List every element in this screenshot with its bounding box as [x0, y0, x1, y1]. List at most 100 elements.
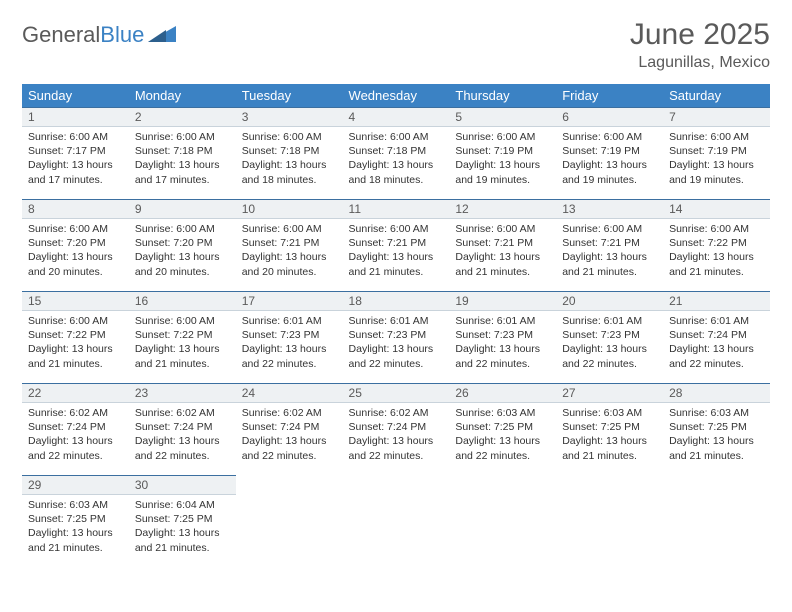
day-details: Sunrise: 6:03 AMSunset: 7:25 PMDaylight:…: [663, 403, 770, 467]
day-details: Sunrise: 6:00 AMSunset: 7:20 PMDaylight:…: [129, 219, 236, 283]
weekday-header: Saturday: [663, 84, 770, 107]
daylight-line: Daylight: 13 hours and 21 minutes.: [562, 434, 657, 462]
day-details: Sunrise: 6:03 AMSunset: 7:25 PMDaylight:…: [449, 403, 556, 467]
daylight-line: Daylight: 13 hours and 21 minutes.: [669, 250, 764, 278]
daylight-line: Daylight: 13 hours and 21 minutes.: [28, 342, 123, 370]
sunset-line: Sunset: 7:23 PM: [349, 328, 444, 342]
daylight-line: Daylight: 13 hours and 19 minutes.: [562, 158, 657, 186]
calendar-cell: 21Sunrise: 6:01 AMSunset: 7:24 PMDayligh…: [663, 291, 770, 383]
calendar-cell: 27Sunrise: 6:03 AMSunset: 7:25 PMDayligh…: [556, 383, 663, 475]
title-block: June 2025 Lagunillas, Mexico: [630, 18, 770, 72]
calendar-row: 1Sunrise: 6:00 AMSunset: 7:17 PMDaylight…: [22, 107, 770, 199]
daylight-line: Daylight: 13 hours and 22 minutes.: [242, 342, 337, 370]
day-number: 1: [22, 107, 129, 127]
day-details: Sunrise: 6:00 AMSunset: 7:18 PMDaylight:…: [129, 127, 236, 191]
day-details: Sunrise: 6:00 AMSunset: 7:19 PMDaylight:…: [449, 127, 556, 191]
day-details: Sunrise: 6:03 AMSunset: 7:25 PMDaylight:…: [22, 495, 129, 559]
calendar-cell: 5Sunrise: 6:00 AMSunset: 7:19 PMDaylight…: [449, 107, 556, 199]
calendar-cell: 26Sunrise: 6:03 AMSunset: 7:25 PMDayligh…: [449, 383, 556, 475]
logo-text-2: Blue: [100, 22, 144, 48]
daylight-line: Daylight: 13 hours and 22 minutes.: [28, 434, 123, 462]
sunrise-line: Sunrise: 6:00 AM: [135, 130, 230, 144]
calendar-table: Sunday Monday Tuesday Wednesday Thursday…: [22, 84, 770, 567]
day-details: Sunrise: 6:00 AMSunset: 7:19 PMDaylight:…: [556, 127, 663, 191]
sunset-line: Sunset: 7:24 PM: [349, 420, 444, 434]
daylight-line: Daylight: 13 hours and 21 minutes.: [562, 250, 657, 278]
day-number: 11: [343, 199, 450, 219]
calendar-cell: [663, 475, 770, 567]
daylight-line: Daylight: 13 hours and 21 minutes.: [455, 250, 550, 278]
day-details: Sunrise: 6:02 AMSunset: 7:24 PMDaylight:…: [22, 403, 129, 467]
calendar-row: 8Sunrise: 6:00 AMSunset: 7:20 PMDaylight…: [22, 199, 770, 291]
sunrise-line: Sunrise: 6:01 AM: [455, 314, 550, 328]
daylight-line: Daylight: 13 hours and 22 minutes.: [349, 342, 444, 370]
sunrise-line: Sunrise: 6:00 AM: [669, 130, 764, 144]
day-details: Sunrise: 6:04 AMSunset: 7:25 PMDaylight:…: [129, 495, 236, 559]
daylight-line: Daylight: 13 hours and 21 minutes.: [135, 526, 230, 554]
daylight-line: Daylight: 13 hours and 22 minutes.: [562, 342, 657, 370]
day-number: 21: [663, 291, 770, 311]
daylight-line: Daylight: 13 hours and 21 minutes.: [669, 434, 764, 462]
day-number: 4: [343, 107, 450, 127]
sunset-line: Sunset: 7:23 PM: [242, 328, 337, 342]
sunset-line: Sunset: 7:22 PM: [135, 328, 230, 342]
sunset-line: Sunset: 7:25 PM: [562, 420, 657, 434]
sunrise-line: Sunrise: 6:00 AM: [242, 130, 337, 144]
sunset-line: Sunset: 7:25 PM: [669, 420, 764, 434]
day-details: Sunrise: 6:03 AMSunset: 7:25 PMDaylight:…: [556, 403, 663, 467]
day-number: 17: [236, 291, 343, 311]
calendar-cell: 4Sunrise: 6:00 AMSunset: 7:18 PMDaylight…: [343, 107, 450, 199]
daylight-line: Daylight: 13 hours and 22 minutes.: [669, 342, 764, 370]
logo-text-1: General: [22, 22, 100, 48]
day-number: 23: [129, 383, 236, 403]
calendar-cell: 28Sunrise: 6:03 AMSunset: 7:25 PMDayligh…: [663, 383, 770, 475]
day-number: 14: [663, 199, 770, 219]
calendar-cell: [556, 475, 663, 567]
logo: GeneralBlue: [22, 18, 176, 48]
daylight-line: Daylight: 13 hours and 20 minutes.: [28, 250, 123, 278]
day-number: 13: [556, 199, 663, 219]
day-details: Sunrise: 6:02 AMSunset: 7:24 PMDaylight:…: [129, 403, 236, 467]
day-number: 24: [236, 383, 343, 403]
daylight-line: Daylight: 13 hours and 20 minutes.: [135, 250, 230, 278]
calendar-cell: 12Sunrise: 6:00 AMSunset: 7:21 PMDayligh…: [449, 199, 556, 291]
day-details: Sunrise: 6:02 AMSunset: 7:24 PMDaylight:…: [236, 403, 343, 467]
day-details: Sunrise: 6:00 AMSunset: 7:22 PMDaylight:…: [22, 311, 129, 375]
sunset-line: Sunset: 7:22 PM: [669, 236, 764, 250]
sunrise-line: Sunrise: 6:00 AM: [28, 222, 123, 236]
sunrise-line: Sunrise: 6:00 AM: [28, 130, 123, 144]
daylight-line: Daylight: 13 hours and 22 minutes.: [135, 434, 230, 462]
day-details: Sunrise: 6:00 AMSunset: 7:21 PMDaylight:…: [343, 219, 450, 283]
day-number: 7: [663, 107, 770, 127]
sunset-line: Sunset: 7:19 PM: [562, 144, 657, 158]
sunset-line: Sunset: 7:24 PM: [135, 420, 230, 434]
daylight-line: Daylight: 13 hours and 17 minutes.: [135, 158, 230, 186]
calendar-row: 15Sunrise: 6:00 AMSunset: 7:22 PMDayligh…: [22, 291, 770, 383]
sunset-line: Sunset: 7:18 PM: [349, 144, 444, 158]
day-number: 16: [129, 291, 236, 311]
calendar-cell: 20Sunrise: 6:01 AMSunset: 7:23 PMDayligh…: [556, 291, 663, 383]
day-details: Sunrise: 6:01 AMSunset: 7:23 PMDaylight:…: [449, 311, 556, 375]
daylight-line: Daylight: 13 hours and 18 minutes.: [349, 158, 444, 186]
calendar-cell: 3Sunrise: 6:00 AMSunset: 7:18 PMDaylight…: [236, 107, 343, 199]
calendar-cell: 2Sunrise: 6:00 AMSunset: 7:18 PMDaylight…: [129, 107, 236, 199]
day-details: Sunrise: 6:00 AMSunset: 7:20 PMDaylight:…: [22, 219, 129, 283]
calendar-cell: [343, 475, 450, 567]
weekday-header: Sunday: [22, 84, 129, 107]
calendar-cell: 10Sunrise: 6:00 AMSunset: 7:21 PMDayligh…: [236, 199, 343, 291]
sunrise-line: Sunrise: 6:00 AM: [562, 130, 657, 144]
calendar-cell: 6Sunrise: 6:00 AMSunset: 7:19 PMDaylight…: [556, 107, 663, 199]
sunrise-line: Sunrise: 6:00 AM: [669, 222, 764, 236]
day-details: Sunrise: 6:00 AMSunset: 7:21 PMDaylight:…: [556, 219, 663, 283]
sunset-line: Sunset: 7:22 PM: [28, 328, 123, 342]
day-number: 15: [22, 291, 129, 311]
calendar-cell: 7Sunrise: 6:00 AMSunset: 7:19 PMDaylight…: [663, 107, 770, 199]
daylight-line: Daylight: 13 hours and 18 minutes.: [242, 158, 337, 186]
day-number: 28: [663, 383, 770, 403]
calendar-cell: 29Sunrise: 6:03 AMSunset: 7:25 PMDayligh…: [22, 475, 129, 567]
location-label: Lagunillas, Mexico: [630, 54, 770, 72]
daylight-line: Daylight: 13 hours and 22 minutes.: [349, 434, 444, 462]
day-details: Sunrise: 6:00 AMSunset: 7:21 PMDaylight:…: [236, 219, 343, 283]
logo-triangle-icon: [148, 22, 176, 48]
calendar-cell: [449, 475, 556, 567]
